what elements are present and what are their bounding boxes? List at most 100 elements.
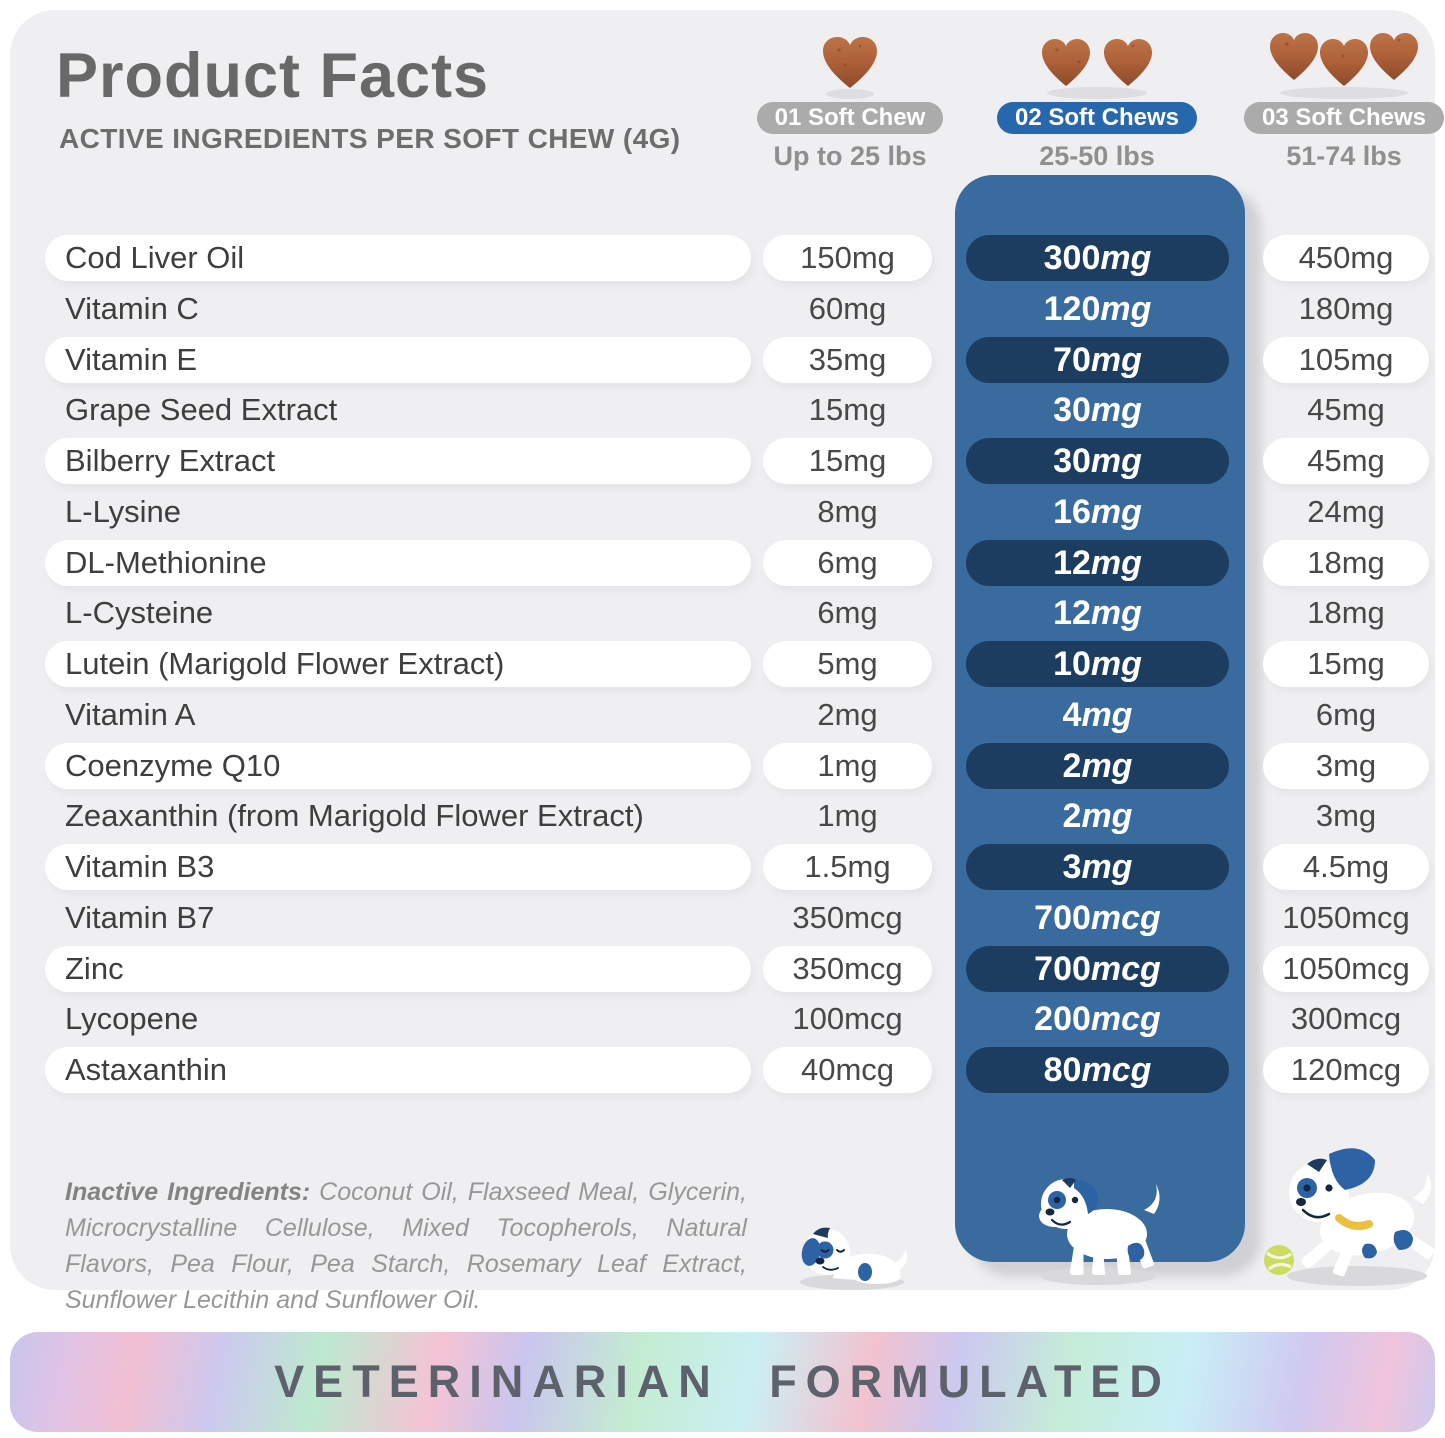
value-col3: 18mg [1307,595,1385,631]
value-col3: 105mg [1263,336,1429,383]
value-col2-unit: mg [1090,492,1142,531]
value-col2-amount: 2 [1062,797,1082,836]
value-col2: 4mg [966,692,1229,738]
value-col2-amount: 2 [1062,746,1082,785]
ingredient-name: Vitamin A [65,696,196,732]
value-col1: 150mg [763,235,932,281]
heart-chews-icon [1042,39,1152,99]
puppy-medium-illustration [1039,1178,1160,1285]
ingredient-name: Grape Seed Extract [65,392,338,428]
value-col1: 15mg [808,392,887,428]
product-facts-card: Product Facts ACTIVE INGREDIENTS PER SOF… [10,10,1445,1314]
puppy-small-illustration [800,1227,907,1290]
chew-count-badge-3: 03 Soft Chews [1243,102,1445,134]
ingredient-name: L-Cysteine [65,595,214,631]
value-col2-unit: mg [1100,289,1152,328]
ingredient-name: Coenzyme Q10 [45,742,751,789]
weight-range-1: Up to 25 lbs [773,141,927,171]
value-col2: 300mg [966,235,1229,281]
value-col3: 120mcg [1263,1047,1429,1093]
ingredient-name: Vitamin E [45,336,751,383]
ingredient-name: Vitamin C [65,290,199,326]
tennis-ball [1264,1245,1294,1275]
value-col1: 35mg [763,336,932,383]
value-col2-unit: mg [1081,848,1133,886]
value-col1: 5mg [763,641,932,687]
ingredient-name: Zinc [45,945,751,992]
value-col2: 80mcg [966,1047,1229,1093]
value-col1: 60mg [808,290,887,326]
ingredient-name: Astaxanthin [45,1047,751,1093]
table-row: Vitamin B3 1.5mg 3mg 4.5mg [10,844,1435,890]
value-col2-amount: 120 [1043,289,1101,328]
value-col2-unit: mg [1090,594,1142,633]
value-col2-unit: mg [1081,746,1133,785]
ingredient-name: Cod Liver Oil [45,235,751,281]
value-col1: 2mg [817,696,878,732]
ingredient-name: L-Lysine [65,493,182,529]
ingredient-name: Bilberry Extract [45,438,751,484]
value-col1: 40mcg [763,1047,932,1093]
value-col1: 350mcg [792,899,903,935]
value-col1: 1mg [817,798,878,834]
ingredient-name: Lutein (Marigold Flower Extract) [45,641,751,687]
value-col1: 1.5mg [763,844,932,890]
chew-count-badge-2: 02 Soft Chews [996,102,1198,134]
value-col3: 45mg [1307,392,1385,428]
value-col2-amount: 12 [1053,543,1091,582]
ingredient-name: Zeaxanthin (from Marigold Flower Extract… [65,798,644,834]
table-row: Coenzyme Q10 1mg 2mg 3mg [10,742,1435,789]
heart-chews-icon [1270,33,1418,99]
value-col2: 30mg [966,438,1229,484]
value-col2-amount: 30 [1053,442,1091,480]
value-col2-unit: mg [1090,645,1142,683]
holographic-banner: VETERINARIAN FORMULATED [10,1332,1435,1432]
value-col1: 6mg [817,595,878,631]
value-col2: 2mg [966,793,1229,839]
value-col3: 6mg [1315,696,1377,732]
value-col2-unit: mg [1090,340,1142,379]
value-col2-unit: mcg [1081,1051,1152,1089]
value-col2: 700mcg [966,945,1229,992]
banner-text: VETERINARIAN FORMULATED [274,1356,1171,1407]
value-col2-amount: 700 [1034,949,1091,988]
table-row: L-Lysine 8mg 16mg 24mg [10,489,1435,535]
value-col2-unit: mg [1081,797,1133,836]
value-col1: 1mg [763,742,932,789]
column-header-3-chews: 03 Soft Chews 51-74 lbs [1214,28,1445,172]
value-col2: 12mg [966,539,1229,586]
inactive-ingredients-text: Inactive Ingredients: Coconut Oil, Flaxs… [65,1174,747,1318]
value-col2-amount: 200 [1034,1000,1091,1039]
table-row: Vitamin A 2mg 4mg 6mg [10,692,1435,738]
value-col2-amount: 10 [1053,645,1091,683]
column-header-2-chews: 02 Soft Chews 25-50 lbs [967,28,1227,172]
three-chews-icon [1214,28,1445,100]
value-col3: 300mcg [1290,1001,1402,1037]
value-col2-unit: mg [1100,239,1152,277]
ingredient-name: Vitamin B7 [65,899,215,935]
table-row: Zeaxanthin (from Marigold Flower Extract… [10,793,1435,839]
value-col2-amount: 300 [1043,239,1101,277]
value-col3: 3mg [1315,798,1377,834]
value-col2-amount: 4 [1062,695,1082,734]
value-col1: 15mg [763,438,932,484]
page-subtitle: ACTIVE INGREDIENTS PER SOFT CHEW (4G) [59,123,681,154]
ingredient-name: DL-Methionine [45,539,751,586]
value-col2-unit: mg [1081,695,1133,734]
value-col2: 700mcg [966,895,1229,941]
value-col2: 16mg [966,489,1229,535]
value-col2: 3mg [966,844,1229,890]
value-col2-amount: 30 [1053,391,1091,430]
value-col3: 180mg [1298,290,1394,326]
ingredient-name: Lycopene [65,1001,199,1037]
dog-collar [1335,1214,1373,1230]
table-row: Lutein (Marigold Flower Extract) 5mg 10m… [10,641,1435,687]
value-col3: 1050mcg [1263,945,1429,992]
value-col2-amount: 70 [1053,340,1091,379]
column-header-1-chew: 01 Soft Chew Up to 25 lbs [720,28,980,172]
value-col2-unit: mcg [1090,1000,1161,1039]
value-col1: 350mcg [763,945,932,992]
value-col2-amount: 12 [1053,594,1091,633]
value-col3: 450mg [1263,235,1429,281]
